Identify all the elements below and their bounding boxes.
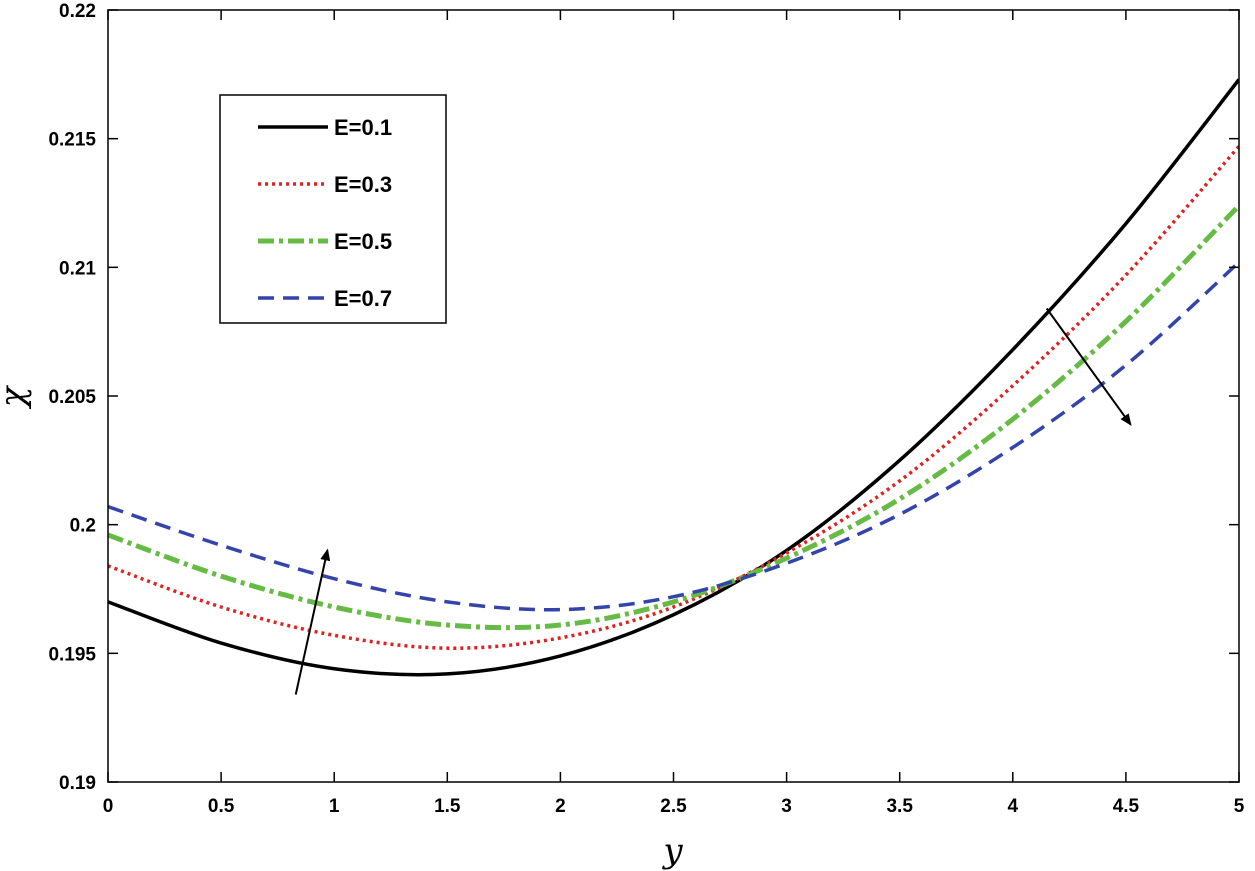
legend-label-1: E=0.1 — [334, 115, 392, 140]
y-tick-label: 0.19 — [59, 773, 96, 794]
annotation-layer — [294, 307, 1132, 695]
y-tick-label: 0.205 — [48, 387, 96, 408]
x-tick-label: 0.5 — [208, 796, 235, 817]
series-line-4 — [108, 260, 1239, 612]
x-tick-label: 3 — [781, 796, 792, 817]
x-tick-label: 4.5 — [1113, 796, 1140, 817]
x-axis-label: y — [661, 831, 683, 871]
y-tick-label: 0.195 — [48, 644, 96, 665]
tick-layer: 0 0.5 1 1.5 2 2.5 3 3.5 4 4.5 5 0.19 0.195 0.2 0.205 0.… — [48, 1, 1244, 817]
annotation-arrow-2 — [1045, 307, 1132, 426]
x-tick-label: 1 — [329, 796, 340, 817]
y-tick-label: 0.2 — [70, 516, 96, 537]
y-tick-label: 0.22 — [59, 1, 96, 22]
series-line-1 — [108, 78, 1239, 677]
annotation-arrow-1 — [294, 548, 331, 695]
legend-box — [219, 94, 447, 324]
x-tick-label: 2.5 — [660, 796, 687, 817]
series-layer — [108, 78, 1239, 677]
x-tick-label: 2 — [555, 796, 566, 817]
legend-label-3: E=0.5 — [334, 229, 392, 254]
x-tick-label: 1.5 — [434, 796, 461, 817]
legend: E=0.1 E=0.3 E=0.5 E=0.7 — [219, 94, 447, 324]
legend-items: E=0.1 E=0.3 E=0.5 E=0.7 — [258, 115, 392, 311]
x-tick-label: 3.5 — [886, 796, 913, 817]
y-axis-label: χ — [0, 384, 33, 409]
legend-label-2: E=0.3 — [334, 172, 392, 197]
x-tick-label: 4 — [1008, 796, 1019, 817]
x-tick-label: 5 — [1234, 796, 1245, 817]
x-tick-label: 0 — [103, 796, 114, 817]
legend-label-4: E=0.7 — [334, 286, 392, 311]
y-tick-label: 0.21 — [59, 258, 96, 279]
series-line-3 — [108, 203, 1239, 631]
y-tick-label: 0.215 — [48, 130, 96, 151]
